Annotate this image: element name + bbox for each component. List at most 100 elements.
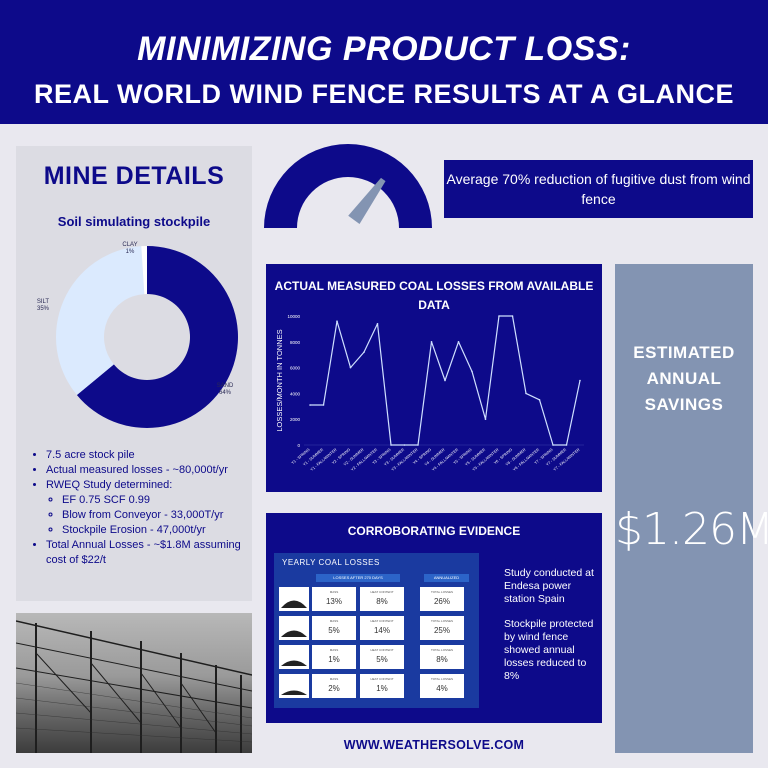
y-tick-label: 0 [297, 443, 300, 448]
col-group-annualized: ANNUALIZED [424, 574, 469, 582]
cell-label: HEAT CONTENT [370, 648, 394, 652]
cell-label: TOTAL LOSSES [430, 648, 454, 652]
data-point [417, 444, 419, 446]
cell-value: 8% [436, 655, 448, 664]
cell-label: TOTAL LOSSES [430, 619, 454, 623]
header-banner: MINIMIZING PRODUCT LOSS: REAL WORLD WIND… [0, 0, 768, 124]
stockpile-thumbnail [279, 674, 309, 698]
annual-savings-panel: ESTIMATED ANNUAL SAVINGS $1.26M [615, 264, 768, 753]
soil-donut-chart: CLAY 1% SILT 35% SAND 64% [16, 232, 252, 428]
mine-details-panel: MINE DETAILS Soil simulating stockpile C… [16, 146, 252, 601]
stockpile-thumbnail [279, 587, 309, 611]
cell-value: 14% [373, 626, 390, 635]
pie-title: Soil simulating stockpile [57, 214, 211, 229]
detail-item: 7.5 acre stock pile [46, 448, 246, 463]
silt-label: SILT 35% [34, 299, 52, 313]
cell-label: MASS [329, 619, 339, 623]
cell-value: 5% [328, 626, 340, 635]
table-cell-mass: MASS 2% [312, 674, 356, 698]
cell-value: 26% [433, 597, 450, 606]
data-point [471, 370, 473, 373]
data-point [336, 320, 338, 322]
cell-value: 1% [376, 684, 388, 693]
gauge-needle [348, 177, 386, 225]
data-point [430, 341, 433, 343]
detail-subitem: Stockpile Erosion - 47,000t/yr [62, 523, 246, 538]
data-point [403, 444, 406, 446]
sand-label: SAND 64% [216, 383, 234, 397]
y-tick-label: 6000 [290, 366, 301, 371]
donut-slice-clay [141, 246, 147, 295]
mine-details-title: MINE DETAILS [43, 162, 225, 190]
reduction-callout: Average 70% reduction of fugitive dust f… [444, 160, 753, 218]
evidence-text-2: Stockpile protected by wind fence showed… [504, 618, 594, 682]
wind-fence-photo [16, 613, 252, 753]
stockpile-thumbnail [279, 616, 309, 640]
clay-label-name: CLAY [122, 242, 138, 248]
table-cell-heat: HEAT CONTENT 8% [360, 587, 404, 611]
cell-label: MASS [329, 648, 339, 652]
cell-label: HEAT CONTENT [370, 619, 394, 623]
col-group-losses: LOSSES AFTER 270 DAYS [316, 574, 400, 582]
cell-label: TOTAL LOSSES [430, 590, 454, 594]
table-cell-total: TOTAL LOSSES 26% [420, 587, 464, 611]
detail-item-text: RWEQ Study determined: [46, 479, 173, 491]
cell-value: 2% [328, 684, 340, 693]
evidence-text-1: Study conducted at Endesa power station … [504, 567, 594, 605]
data-point [457, 341, 460, 343]
table-cell-heat: HEAT CONTENT 14% [360, 616, 404, 640]
donut-slice-silt [55, 246, 145, 396]
data-point [565, 444, 568, 446]
detail-item: RWEQ Study determined: EF 0.75 SCF 0.99 … [46, 478, 246, 538]
table-cell-heat: HEAT CONTENT 1% [360, 674, 404, 698]
savings-label: ESTIMATED ANNUAL SAVINGS [633, 343, 735, 414]
cell-value: 13% [325, 597, 342, 606]
data-point [538, 399, 541, 401]
corroborating-evidence-panel: CORROBORATING EVIDENCE YEARLY COAL LOSSE… [266, 513, 602, 723]
clay-label: CLAY 1% [116, 242, 144, 256]
cell-value: 4% [436, 684, 448, 693]
detail-subitem: EF 0.75 SCF 0.99 [62, 493, 246, 508]
detail-item: Total Annual Losses - ~$1.8M assuming co… [46, 538, 246, 568]
table-cell-total: TOTAL LOSSES 4% [420, 674, 464, 698]
yearly-coal-losses-table: YEARLY COAL LOSSES LOSSES AFTER 270 DAYS… [274, 553, 479, 708]
title-line-1: MINIMIZING PRODUCT LOSS: [137, 30, 631, 68]
table-cell-mass: MASS 5% [312, 616, 356, 640]
detail-subitem: Blow from Conveyor - 33,000T/yr [62, 508, 246, 523]
table-cell-heat: HEAT CONTENT 5% [360, 645, 404, 669]
table-cell-mass: MASS 13% [312, 587, 356, 611]
chart-title: ACTUAL MEASURED COAL LOSSES FROM AVAILAB… [274, 279, 594, 312]
table-cell-total: TOTAL LOSSES 25% [420, 616, 464, 640]
table-title: YEARLY COAL LOSSES [282, 558, 380, 567]
website-link[interactable]: WWW.WEATHERSOLVE.COM [343, 738, 525, 752]
cell-label: HEAT CONTENT [370, 590, 394, 594]
silt-label-pct: 35% [36, 306, 49, 312]
data-point [484, 418, 487, 420]
data-point [390, 444, 392, 446]
clay-label-pct: 1% [125, 249, 135, 255]
coal-losses-chart-panel: ACTUAL MEASURED COAL LOSSES FROM AVAILAB… [266, 264, 602, 492]
sand-label-pct: 64% [218, 390, 231, 396]
table-cell-total: TOTAL LOSSES 8% [420, 645, 464, 669]
sand-label-name: SAND [216, 383, 234, 389]
cell-label: MASS [329, 677, 339, 681]
y-axis-label: LOSSES/MONTH IN TONNES [275, 329, 284, 431]
data-point [376, 322, 379, 325]
cell-value: 5% [376, 655, 388, 664]
reduction-gauge [264, 144, 432, 228]
data-point [363, 351, 365, 353]
gauge-arc [264, 144, 432, 228]
data-point [552, 444, 554, 446]
y-tick-label: 8000 [290, 340, 301, 345]
data-point [444, 379, 446, 382]
silt-label-name: SILT [36, 299, 50, 305]
cell-label: MASS [329, 590, 339, 594]
evidence-text: Study conducted at Endesa power station … [504, 567, 598, 695]
cell-value: 1% [328, 655, 340, 664]
detail-item: Actual measured losses - ~80,000t/yr [46, 463, 246, 478]
data-point [349, 366, 352, 369]
table-cell-mass: MASS 1% [312, 645, 356, 669]
cell-label: TOTAL LOSSES [430, 677, 454, 681]
data-point [511, 315, 514, 317]
y-tick-label: 10000 [287, 314, 300, 319]
